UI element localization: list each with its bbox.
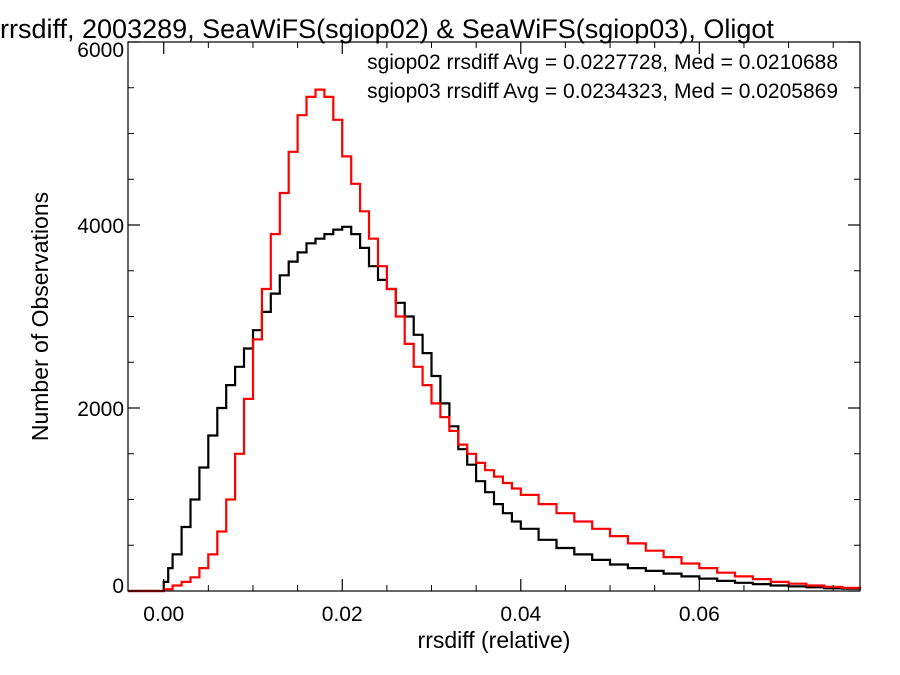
- y-tick-label: 0: [112, 575, 124, 598]
- chart-title: rrsdiff, 2003289, SeaWiFS(sgiop02) & Sea…: [0, 14, 774, 44]
- stats-annotation-sgiop02: sgiop02 rrsdiff Avg = 0.0227728, Med = 0…: [367, 51, 838, 74]
- y-axis: 0 2000 4000 6000: [77, 39, 860, 598]
- plot-series: [128, 88, 862, 593]
- y-axis-label: Number of Observations: [27, 192, 53, 441]
- x-tick-label: 0.04: [500, 603, 541, 626]
- stats-annotation-sgiop03: sgiop03 rrsdiff Avg = 0.0234323, Med = 0…: [367, 80, 838, 103]
- x-axis-label: rrsdiff (relative): [418, 627, 571, 653]
- y-tick-label: 2000: [77, 398, 124, 421]
- series-line-sgiop03: [128, 88, 862, 593]
- x-tick-label: 0.06: [679, 603, 720, 626]
- x-tick-label: 0.00: [143, 603, 184, 626]
- y-tick-label: 4000: [77, 215, 124, 238]
- x-tick-label: 0.02: [322, 603, 363, 626]
- y-tick-label: 6000: [77, 39, 124, 62]
- series-line-sgiop02: [128, 225, 862, 593]
- x-axis: 0.00 0.02 0.04 0.06: [143, 42, 834, 626]
